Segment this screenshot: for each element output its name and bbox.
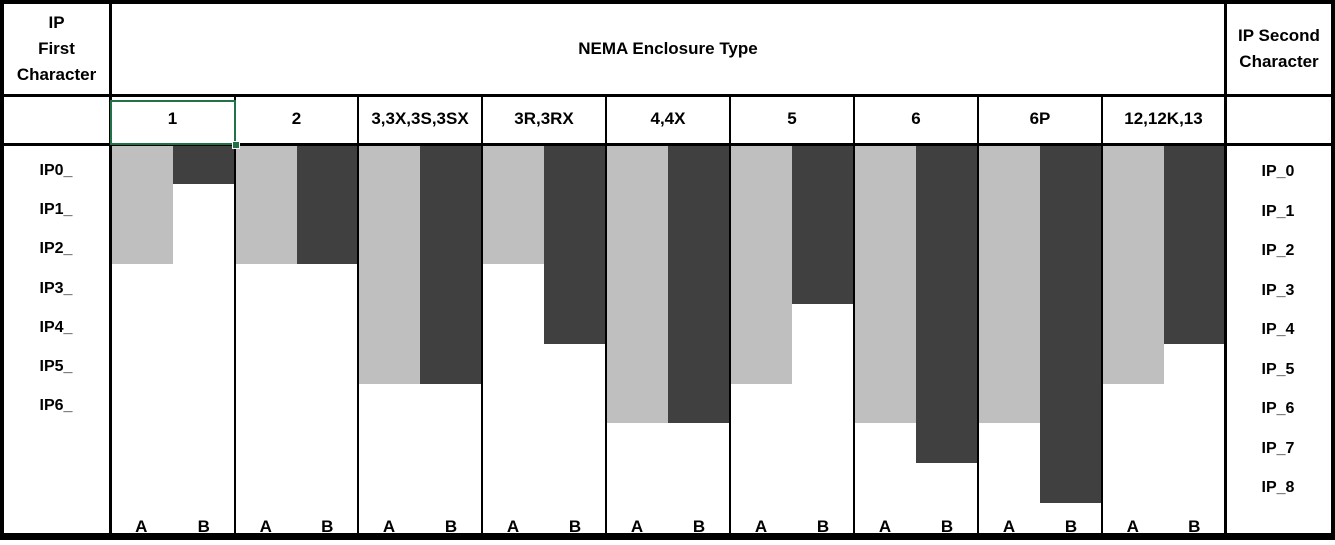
grid-line: [109, 0, 112, 540]
cell-ip-second-character[interactable]: IP Second Character: [1238, 26, 1320, 71]
column-header-6p[interactable]: 6P: [1029, 109, 1051, 128]
col-footer-a[interactable]: A: [1002, 517, 1016, 536]
bar-a: [1103, 146, 1164, 384]
col-footer-b[interactable]: B: [321, 517, 334, 536]
grid-line: [481, 94, 483, 540]
selection-fill-handle[interactable]: [232, 141, 240, 149]
bar-a: [483, 146, 544, 264]
bar-b: [420, 146, 481, 384]
row-label-left-6[interactable]: IP6_: [39, 397, 73, 414]
grid-line: [605, 94, 607, 540]
grid-line: [234, 94, 236, 540]
bar-b: [792, 146, 853, 304]
col-footer-b[interactable]: B: [940, 517, 954, 536]
col-footer-a[interactable]: A: [754, 517, 768, 536]
col-footer-a[interactable]: A: [259, 517, 272, 536]
row-label-right-5[interactable]: IP_5: [1261, 361, 1295, 378]
grid-line: [729, 94, 731, 540]
grid-line: [853, 94, 855, 540]
col-footer-b[interactable]: B: [1064, 517, 1078, 536]
column-header-3-3x-3s-3sx[interactable]: 3,3X,3S,3SX: [371, 109, 469, 128]
column-header-3r-3rx[interactable]: 3R,3RX: [514, 109, 574, 128]
cell-nema-enclosure-type[interactable]: NEMA Enclosure Type: [578, 39, 758, 58]
row-label-left-2[interactable]: IP2_: [39, 240, 73, 257]
row-label-right-4[interactable]: IP_4: [1261, 321, 1295, 338]
row-label-left-0[interactable]: IP0_: [39, 162, 73, 179]
col-footer-b[interactable]: B: [197, 517, 210, 536]
cell-ip-first-character[interactable]: IP First Character: [16, 13, 97, 84]
col-footer-a[interactable]: A: [382, 517, 396, 536]
column-header-6[interactable]: 6: [911, 109, 921, 128]
bar-b: [1040, 146, 1101, 503]
grid-line: [0, 0, 1335, 4]
grid-line: [1101, 94, 1103, 540]
row-label-left-3[interactable]: IP3_: [39, 280, 73, 297]
column-header-12-12k-13[interactable]: 12,12K,13: [1124, 109, 1203, 128]
col-footer-b[interactable]: B: [444, 517, 458, 536]
grid-line: [0, 0, 4, 540]
col-footer-b[interactable]: B: [816, 517, 830, 536]
grid-line: [977, 94, 979, 540]
bar-b: [544, 146, 605, 344]
bar-b: [172, 146, 234, 184]
bar-a: [111, 146, 173, 264]
bar-b: [296, 146, 357, 264]
col-footer-a[interactable]: A: [630, 517, 644, 536]
grid-line: [1224, 0, 1227, 540]
grid-line: [1331, 0, 1335, 540]
bar-a: [359, 146, 420, 384]
column-header-2[interactable]: 2: [291, 109, 302, 128]
row-label-right-1[interactable]: IP_1: [1261, 203, 1295, 220]
column-header-1[interactable]: 1: [167, 109, 178, 128]
row-label-right-3[interactable]: IP_3: [1261, 282, 1295, 299]
bar-b: [916, 146, 977, 463]
grid-line: [357, 94, 359, 540]
row-label-left-5[interactable]: IP5_: [39, 358, 73, 375]
bar-b: [1163, 146, 1224, 344]
bar-a: [731, 146, 792, 384]
column-header-4-4x[interactable]: 4,4X: [650, 109, 686, 128]
col-footer-a[interactable]: A: [1126, 517, 1139, 536]
grid-line: [0, 143, 1335, 146]
selected-cell-border: [110, 100, 236, 145]
col-footer-a[interactable]: A: [506, 517, 520, 536]
bar-a: [855, 146, 916, 423]
row-label-right-0[interactable]: IP_0: [1261, 163, 1295, 180]
bar-a: [607, 146, 668, 423]
col-footer-a[interactable]: A: [878, 517, 892, 536]
col-footer-b[interactable]: B: [692, 517, 706, 536]
col-footer-b[interactable]: B: [568, 517, 582, 536]
row-label-left-4[interactable]: IP4_: [39, 319, 73, 336]
row-label-right-7[interactable]: IP_7: [1261, 440, 1295, 457]
bar-b: [668, 146, 729, 423]
row-label-right-8[interactable]: IP_8: [1261, 479, 1295, 496]
grid-line: [0, 533, 1335, 540]
grid-line: [0, 94, 1335, 97]
bar-a: [979, 146, 1040, 423]
col-footer-b[interactable]: B: [1188, 517, 1201, 536]
bar-a: [236, 146, 297, 264]
row-label-right-2[interactable]: IP_2: [1261, 242, 1295, 259]
col-footer-a[interactable]: A: [135, 517, 148, 536]
column-header-5[interactable]: 5: [787, 109, 797, 128]
row-label-right-6[interactable]: IP_6: [1261, 400, 1295, 417]
row-label-left-1[interactable]: IP1_: [39, 201, 73, 218]
